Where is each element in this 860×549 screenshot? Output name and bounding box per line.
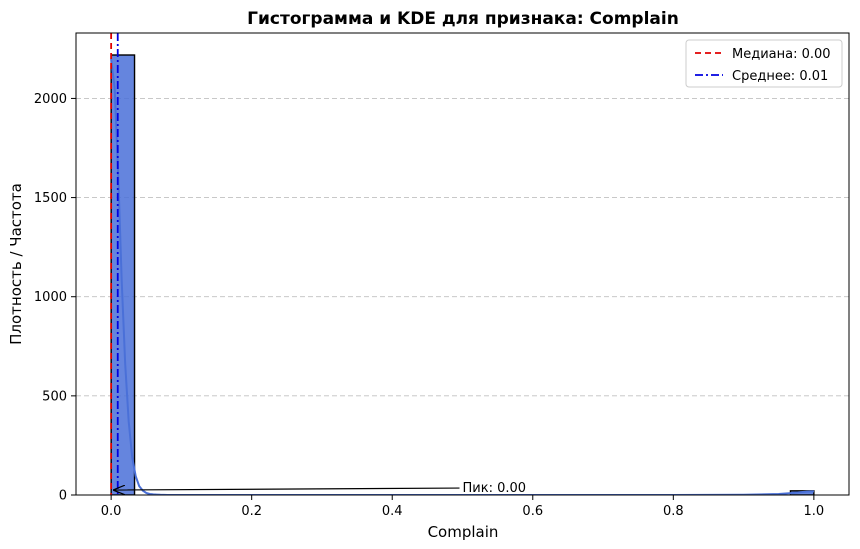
plot-frame: [75, 32, 850, 496]
legend-median-label: Медиана: 0.00: [732, 47, 831, 62]
y-axis-title: Плотность / Частота: [7, 183, 25, 345]
legend-mean-label: Среднее: 0.01: [732, 69, 828, 84]
annotation-text: Пик: 0.00: [463, 481, 527, 496]
y-axis-ticks: 0 500 1000 1500 2000: [34, 92, 76, 504]
x-tick-label-4: 0.8: [663, 504, 684, 519]
grid: [76, 97, 849, 397]
histogram-bar-0: [110, 54, 136, 495]
x-tick-label-2: 0.4: [382, 504, 403, 519]
y-tick-label-1: 500: [42, 389, 67, 404]
y-tick-label-4: 2000: [34, 92, 67, 107]
x-tick-label-5: 1.0: [804, 504, 825, 519]
legend: Медиана: 0.00 Среднее: 0.01: [685, 39, 843, 88]
peak-annotation: Пик: 0.00: [114, 481, 526, 496]
x-tick-label-0: 0.0: [101, 504, 122, 519]
kde-line: [110, 58, 814, 495]
x-axis-ticks: 0.0 0.2 0.4 0.6 0.8 1.0: [101, 495, 824, 519]
histogram-bars: [110, 54, 815, 495]
y-tick-label-2: 1000: [34, 290, 67, 305]
reference-lines: [110, 33, 119, 495]
legend-box: [685, 39, 843, 88]
annotation-arrow: [114, 488, 460, 490]
x-axis-title: Complain: [428, 523, 499, 541]
chart-title: Гистограмма и KDE для признака: Complain: [247, 9, 679, 29]
x-tick-label-3: 0.6: [522, 504, 543, 519]
y-tick-label-0: 0: [59, 489, 67, 504]
kde-curve: [110, 58, 814, 495]
x-tick-label-1: 0.2: [241, 504, 262, 519]
y-tick-label-3: 1500: [34, 191, 67, 206]
